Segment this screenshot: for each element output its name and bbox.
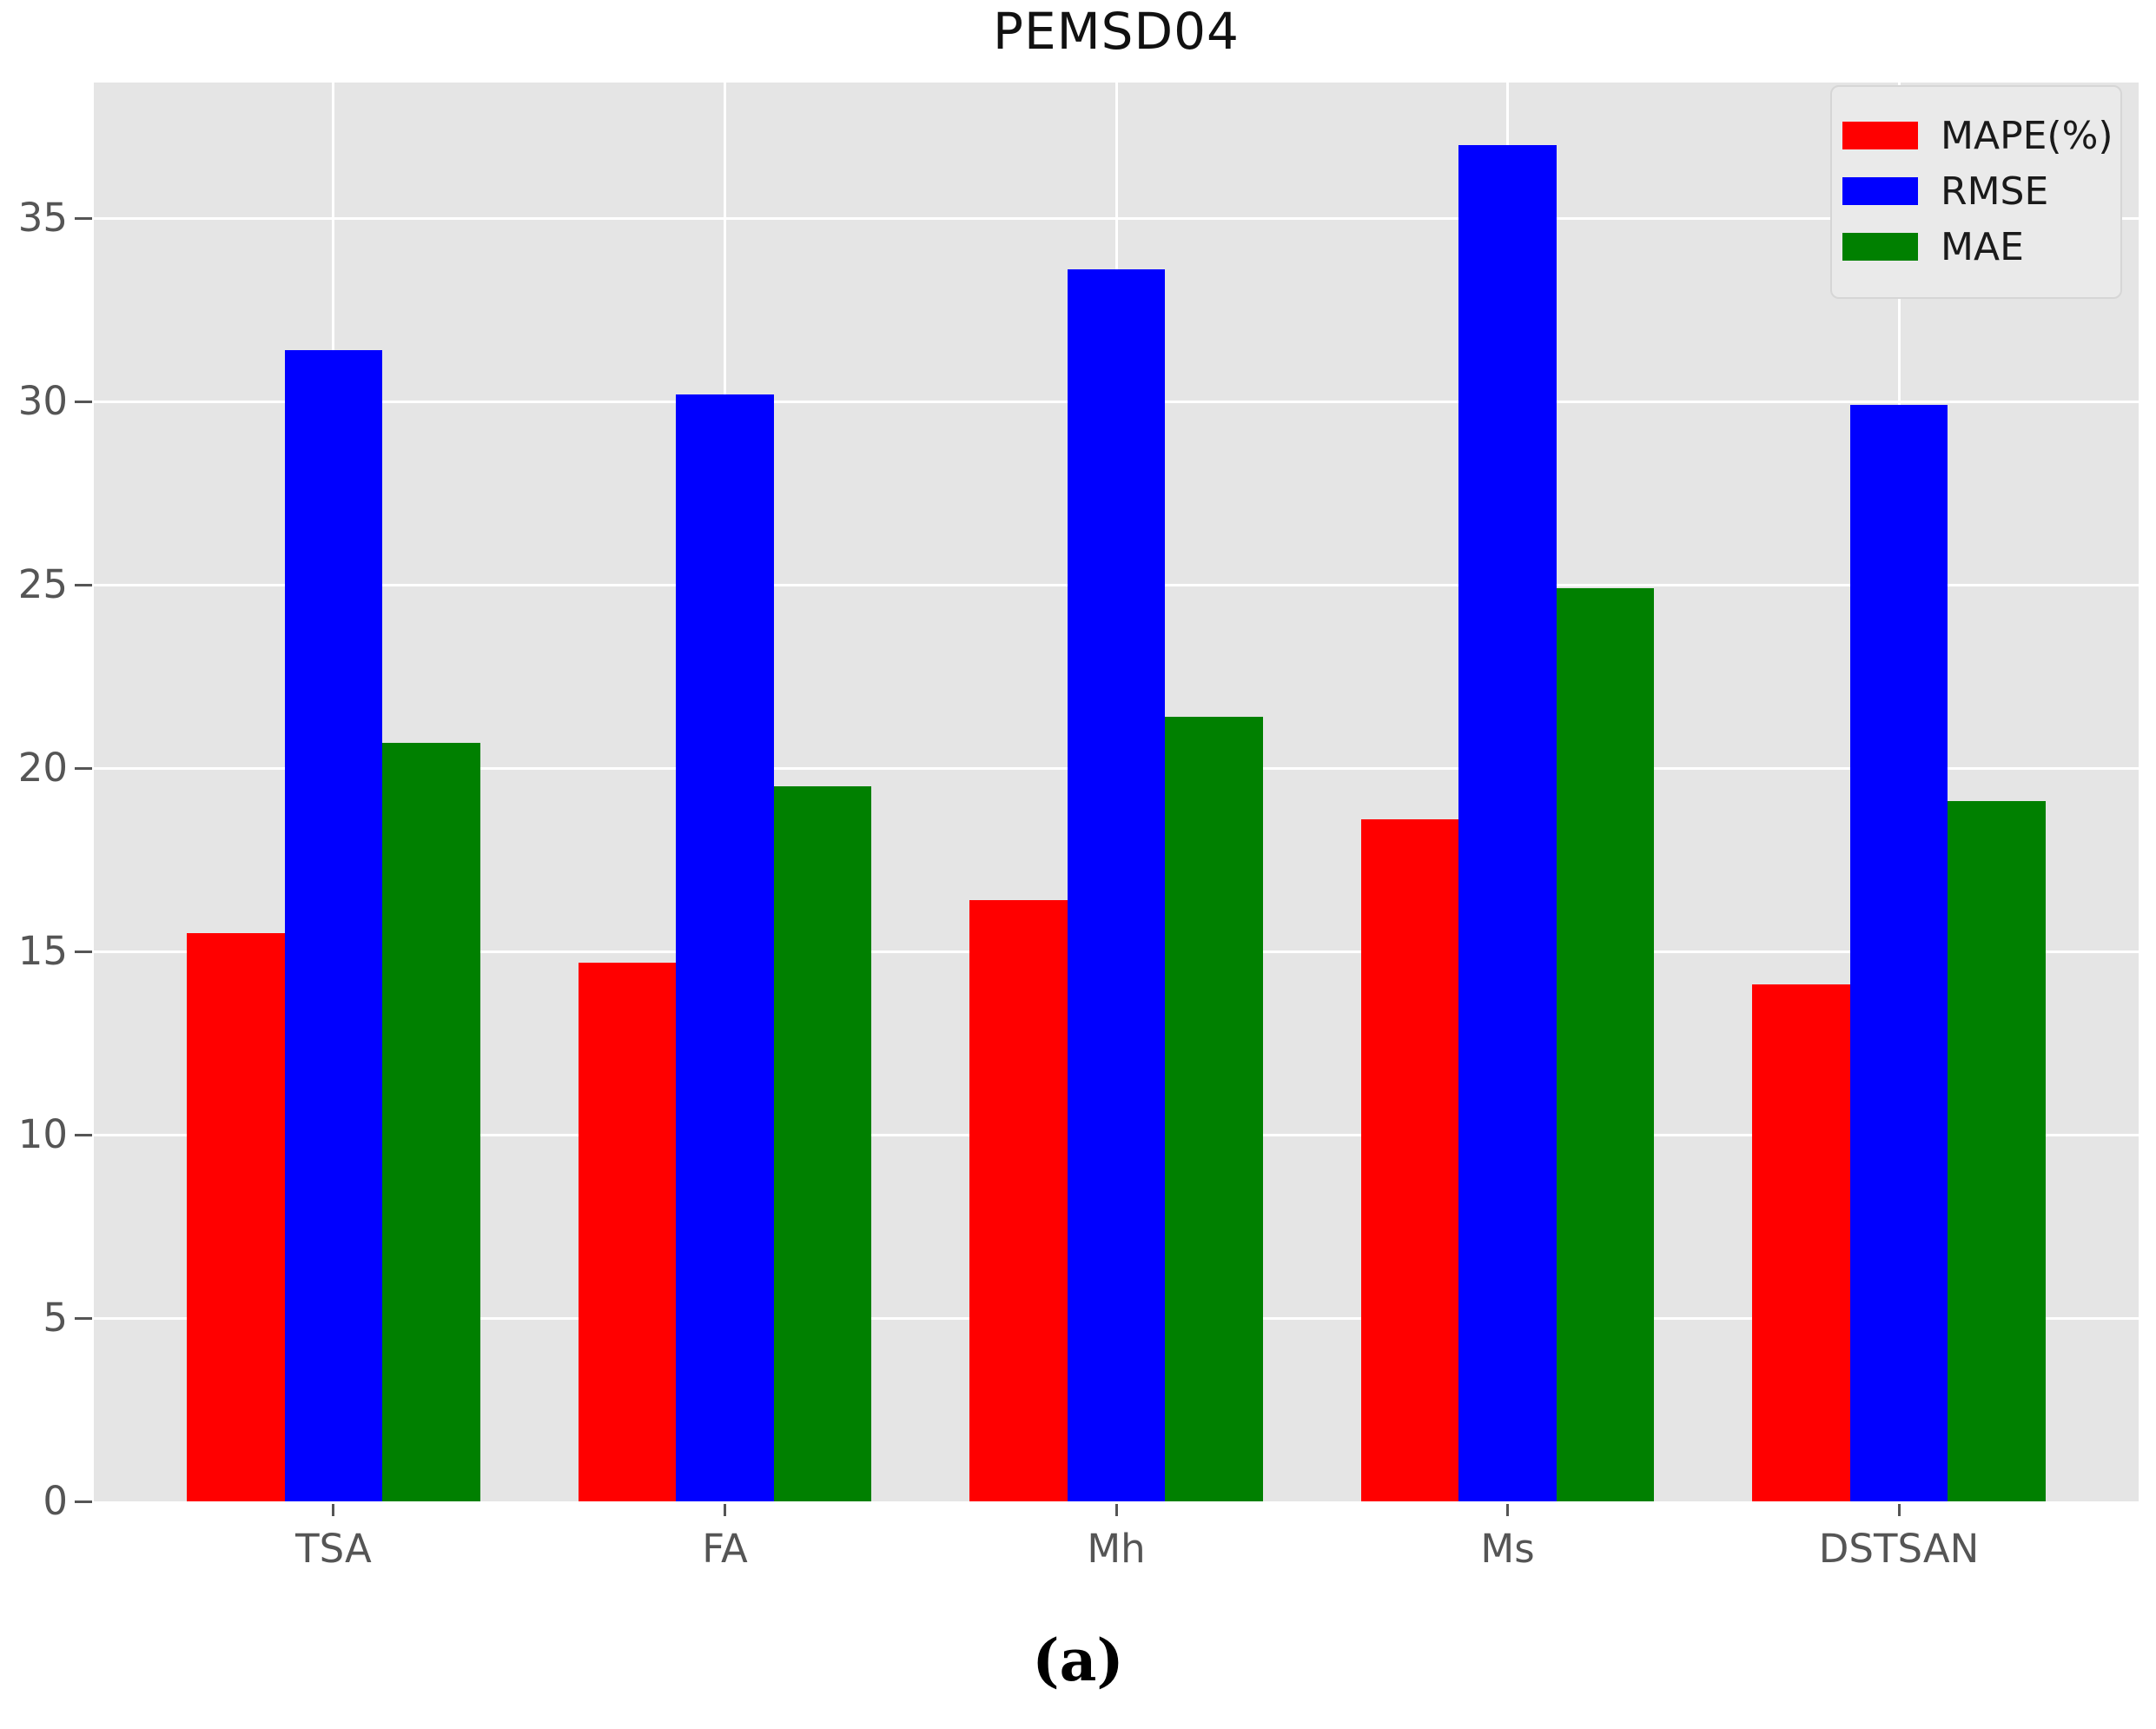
y-tick-mark-5 xyxy=(75,1316,92,1320)
legend: MAPE(%) RMSE MAE xyxy=(1830,85,2122,299)
bar-DSTSAN-MAE xyxy=(1948,801,2046,1501)
chart-title: PEMSD04 xyxy=(993,2,1240,61)
legend-label-MAE: MAE xyxy=(1941,224,2024,269)
y-tick-mark-15 xyxy=(75,950,92,953)
x-tick-label-Ms: Ms xyxy=(1480,1526,1535,1572)
bar-DSTSAN-RMSE xyxy=(1849,405,1948,1501)
legend-item-MAPE(%): MAPE(%) xyxy=(1842,108,2113,163)
y-tick-label-5: 5 xyxy=(43,1295,68,1341)
x-tick-mark-Mh xyxy=(1114,1504,1118,1516)
legend-item-RMSE: RMSE xyxy=(1842,163,2100,219)
legend-item-MAE: MAE xyxy=(1842,219,2100,275)
y-tick-label-30: 30 xyxy=(17,378,68,425)
bar-Mh-RMSE xyxy=(1067,269,1166,1501)
subfigure-caption: (a) xyxy=(1032,1626,1124,1694)
x-tick-mark-Ms xyxy=(1506,1504,1510,1516)
y-tick-mark-30 xyxy=(75,400,92,403)
y-tick-label-35: 35 xyxy=(17,195,68,242)
bar-FA-RMSE xyxy=(676,394,774,1501)
x-tick-mark-TSA xyxy=(332,1504,335,1516)
y-tick-mark-0 xyxy=(75,1500,92,1503)
x-tick-label-Mh: Mh xyxy=(1087,1526,1146,1572)
gridline-h-35 xyxy=(94,216,2139,220)
y-tick-label-15: 15 xyxy=(17,928,68,975)
y-tick-mark-35 xyxy=(75,216,92,220)
y-tick-label-20: 20 xyxy=(17,745,68,792)
bar-TSA-MAE xyxy=(382,742,480,1501)
y-tick-mark-25 xyxy=(75,583,92,586)
y-tick-label-0: 0 xyxy=(43,1478,68,1524)
legend-swatch-RMSE xyxy=(1842,177,1918,205)
bar-TSA-MAPE(%) xyxy=(187,932,285,1501)
bar-Ms-RMSE xyxy=(1458,144,1557,1501)
bar-FA-MAPE(%) xyxy=(578,962,677,1501)
bar-Ms-MAPE(%) xyxy=(1360,819,1459,1501)
plot-area: MAPE(%) RMSE MAE xyxy=(94,83,2139,1501)
bar-Mh-MAE xyxy=(1165,716,1263,1501)
bar-TSA-RMSE xyxy=(284,350,383,1501)
bar-Ms-MAE xyxy=(1556,588,1655,1501)
legend-swatch-MAE xyxy=(1842,233,1918,261)
x-tick-label-DSTSAN: DSTSAN xyxy=(1818,1526,1980,1572)
x-tick-mark-DSTSAN xyxy=(1897,1504,1901,1516)
bar-DSTSAN-MAPE(%) xyxy=(1752,984,1850,1501)
x-tick-label-FA: FA xyxy=(702,1526,748,1572)
y-tick-label-25: 25 xyxy=(17,561,68,608)
legend-label-RMSE: RMSE xyxy=(1941,169,2049,214)
x-tick-label-TSA: TSA xyxy=(295,1526,372,1572)
x-tick-mark-FA xyxy=(723,1504,726,1516)
bar-FA-MAE xyxy=(773,786,872,1501)
y-tick-mark-10 xyxy=(75,1133,92,1136)
y-tick-mark-20 xyxy=(75,766,92,770)
legend-label-MAPE(%): MAPE(%) xyxy=(1941,113,2113,158)
y-tick-label-10: 10 xyxy=(17,1111,68,1158)
legend-swatch-MAPE(%) xyxy=(1842,122,1918,149)
bar-Mh-MAPE(%) xyxy=(969,899,1068,1501)
